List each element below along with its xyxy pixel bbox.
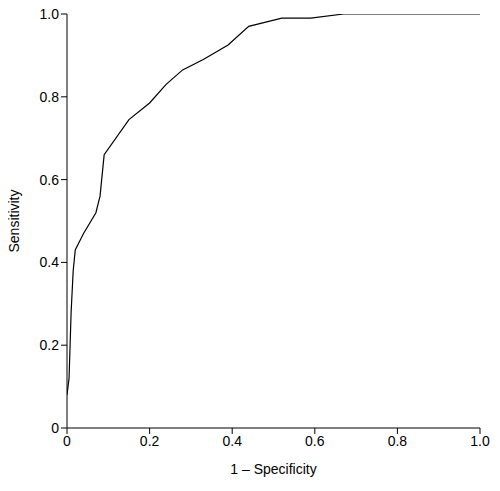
svg-text:0: 0 <box>63 433 71 449</box>
svg-text:0.8: 0.8 <box>40 89 60 105</box>
svg-text:0.4: 0.4 <box>40 254 60 270</box>
svg-text:0.2: 0.2 <box>140 433 160 449</box>
svg-text:1.0: 1.0 <box>40 8 60 22</box>
svg-text:0.8: 0.8 <box>388 433 408 449</box>
svg-text:Sensitivity: Sensitivity <box>8 189 22 252</box>
svg-text:1.0: 1.0 <box>470 433 490 449</box>
svg-text:0.4: 0.4 <box>222 433 242 449</box>
svg-text:0.2: 0.2 <box>40 337 60 353</box>
svg-text:0.6: 0.6 <box>305 433 325 449</box>
svg-text:0: 0 <box>51 420 59 436</box>
svg-text:1 – Specificity: 1 – Specificity <box>230 461 316 477</box>
svg-text:0.6: 0.6 <box>40 172 60 188</box>
